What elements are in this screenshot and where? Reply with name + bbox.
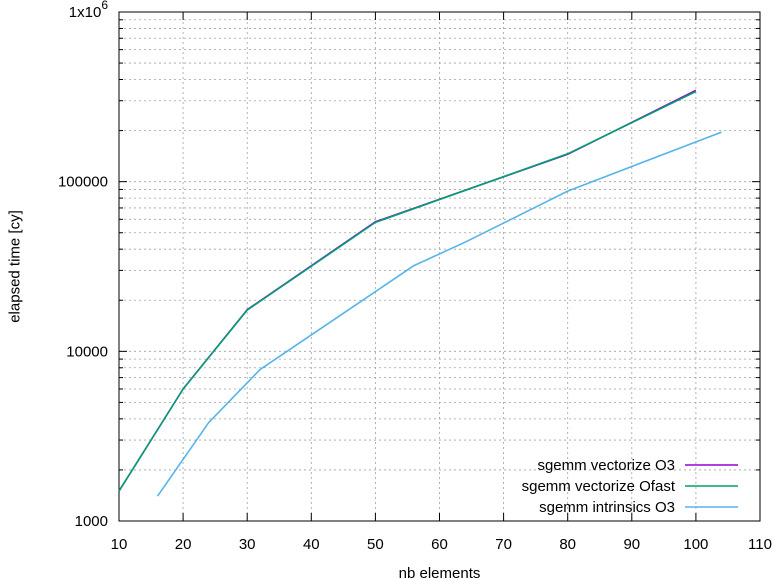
y-tick-label: 1x106 <box>69 0 109 21</box>
legend-label-3: sgemm intrinsics O3 <box>539 499 675 516</box>
legend: sgemm vectorize O3 sgemm vectorize Ofast s… <box>522 457 738 516</box>
x-tick-label: 50 <box>367 536 384 553</box>
x-tick-label: 20 <box>175 536 192 553</box>
y-tick-label-exponent: 6 <box>101 0 108 12</box>
x-tick-label: 80 <box>559 536 576 553</box>
y-tick-label-base: 100000 <box>58 174 108 191</box>
x-tick-label: 110 <box>748 536 772 553</box>
x-tick-label: 40 <box>303 536 320 553</box>
series-line-3 <box>156 131 722 497</box>
y-tick-label-base: 10000 <box>66 343 108 360</box>
y-tick-label: 10000 <box>66 343 108 360</box>
y-tick-label: 100000 <box>58 174 108 191</box>
series-line-2 <box>118 90 697 492</box>
y-axis-label: elapsed time [cy] <box>6 210 23 323</box>
x-tick-label: 30 <box>239 536 256 553</box>
x-tick-label: 70 <box>495 536 512 553</box>
legend-label-2: sgemm vectorize Ofast <box>522 478 676 495</box>
x-tick-label: 90 <box>623 536 640 553</box>
legend-label-1: sgemm vectorize O3 <box>537 457 675 474</box>
grid <box>119 12 760 521</box>
plot-frame <box>118 11 761 522</box>
y-tick-label-base: 1000 <box>75 513 108 530</box>
tick-labels: 10 20 30 40 50 60 70 80 90 100 110 1000 10000 100000 1… <box>58 0 772 553</box>
series-lines <box>118 89 722 497</box>
y-tick-label: 1000 <box>75 513 108 530</box>
x-axis-label: nb elements <box>399 565 481 580</box>
y-tick-label-base: 1x10 <box>69 4 102 21</box>
series-line-1 <box>118 89 697 492</box>
x-tick-label: 100 <box>683 536 708 553</box>
x-tick-label: 60 <box>431 536 448 553</box>
x-tick-label: 10 <box>111 536 128 553</box>
